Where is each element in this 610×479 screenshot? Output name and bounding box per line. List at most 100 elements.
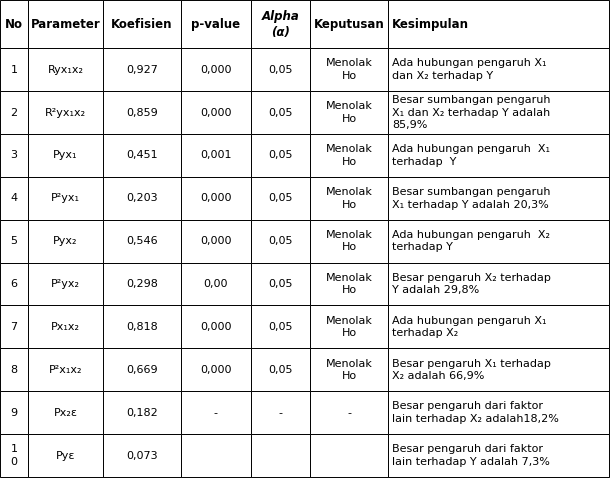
Text: Menolak
Ho: Menolak Ho [326,102,373,124]
Text: 0,073: 0,073 [126,451,157,461]
Bar [103,391,181,434]
Text: 0,05: 0,05 [268,65,293,75]
Bar [103,0,181,48]
Text: Parameter: Parameter [30,18,100,31]
Bar [0,434,28,477]
Text: Menolak
Ho: Menolak Ho [326,187,373,209]
Text: Menolak
Ho: Menolak Ho [326,359,373,381]
Bar [389,134,609,177]
Bar [0,348,28,391]
Text: Besar pengaruh X₂ terhadap
Y adalah 29,8%: Besar pengaruh X₂ terhadap Y adalah 29,8… [392,273,551,295]
Text: 0,451: 0,451 [126,150,157,160]
Bar [310,391,389,434]
Text: 0,05: 0,05 [268,108,293,117]
Bar [103,91,181,134]
Text: 9: 9 [10,408,18,418]
Bar [389,48,609,91]
Bar [310,262,389,306]
Text: P²x₁x₂: P²x₁x₂ [49,365,82,375]
Text: R²yx₁x₂: R²yx₁x₂ [45,108,86,117]
Bar [251,391,310,434]
Bar [0,262,28,306]
Text: No: No [5,18,23,31]
Text: Besar pengaruh dari faktor
lain terhadap X₂ adalah18,2%: Besar pengaruh dari faktor lain terhadap… [392,401,559,424]
Text: Ada hubungan pengaruh  X₂
terhadap Y: Ada hubungan pengaruh X₂ terhadap Y [392,230,550,252]
Text: Besar pengaruh X₁ terhadap
X₂ adalah 66,9%: Besar pengaruh X₁ terhadap X₂ adalah 66,… [392,359,551,381]
Text: P²yx₁: P²yx₁ [51,194,80,203]
Text: -: - [279,408,282,418]
Bar [28,434,103,477]
Bar [28,348,103,391]
Text: 0,05: 0,05 [268,194,293,203]
Text: 8: 8 [10,365,18,375]
Bar [0,0,28,48]
Text: 1: 1 [10,65,18,75]
Bar [389,391,609,434]
Text: 0,000: 0,000 [200,365,231,375]
Bar [251,177,310,220]
Bar [0,177,28,220]
Bar [181,0,251,48]
Bar [389,177,609,220]
Text: 0,298: 0,298 [126,279,158,289]
Bar [28,262,103,306]
Bar [103,348,181,391]
Bar [310,306,389,348]
Text: 0,818: 0,818 [126,322,157,332]
Bar [103,434,181,477]
Bar [0,306,28,348]
Text: 2: 2 [10,108,18,117]
Bar [389,306,609,348]
Text: 6: 6 [10,279,18,289]
Bar [28,306,103,348]
Text: Pyε: Pyε [56,451,75,461]
Bar [251,262,310,306]
Bar [251,91,310,134]
Bar [28,91,103,134]
Bar [103,220,181,262]
Bar [389,434,609,477]
Bar [103,177,181,220]
Text: 0,05: 0,05 [268,279,293,289]
Text: 0,182: 0,182 [126,408,157,418]
Bar [28,391,103,434]
Text: 0,05: 0,05 [268,322,293,332]
Text: Keputusan: Keputusan [314,18,385,31]
Bar [28,177,103,220]
Text: p-value: p-value [191,18,240,31]
Text: 0,000: 0,000 [200,322,231,332]
Text: Menolak
Ho: Menolak Ho [326,58,373,81]
Text: 5: 5 [10,236,18,246]
Bar [181,91,251,134]
Text: Pyx₂: Pyx₂ [53,236,77,246]
Bar [251,0,310,48]
Text: Menolak
Ho: Menolak Ho [326,273,373,295]
Bar [310,48,389,91]
Bar [181,306,251,348]
Text: Ryx₁x₂: Ryx₁x₂ [48,65,84,75]
Bar [28,0,103,48]
Text: 0,000: 0,000 [200,236,231,246]
Text: Ada hubungan pengaruh X₁
dan X₂ terhadap Y: Ada hubungan pengaruh X₁ dan X₂ terhadap… [392,58,547,81]
Bar [310,0,389,48]
Text: 7: 7 [10,322,18,332]
Bar [389,348,609,391]
Text: 0,05: 0,05 [268,365,293,375]
Bar [251,134,310,177]
Bar [310,348,389,391]
Bar [181,348,251,391]
Text: 0,546: 0,546 [126,236,157,246]
Bar [181,391,251,434]
Bar [389,220,609,262]
Bar [103,262,181,306]
Text: 0,000: 0,000 [200,108,231,117]
Bar [251,306,310,348]
Text: 1
0: 1 0 [10,445,18,467]
Bar [310,177,389,220]
Text: Alpha
(α): Alpha (α) [262,10,300,39]
Bar [0,91,28,134]
Text: Pyx₁: Pyx₁ [53,150,77,160]
Text: Px₁x₂: Px₁x₂ [51,322,80,332]
Bar [389,262,609,306]
Bar [28,220,103,262]
